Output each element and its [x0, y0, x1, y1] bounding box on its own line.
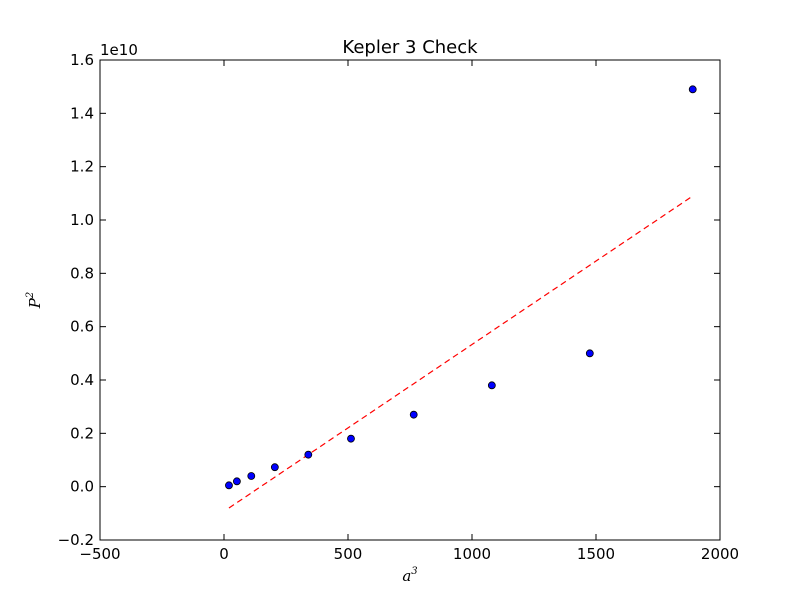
x-tick-label: 1500 — [577, 545, 615, 563]
y-axis-offset-label: 1e10 — [100, 41, 138, 59]
y-tick-label: 1.2 — [70, 158, 94, 176]
y-tick-label: 0.6 — [70, 318, 94, 336]
chart-title: Kepler 3 Check — [342, 37, 478, 58]
x-tick-label: 500 — [334, 545, 363, 563]
x-tick-label: 0 — [219, 545, 229, 563]
y-tick-label: 0.4 — [70, 371, 94, 389]
y-tick-label: −0.2 — [58, 531, 94, 549]
plot-frame — [99, 59, 721, 541]
x-tick-label: −500 — [79, 545, 120, 563]
x-tick-label: 1000 — [453, 545, 491, 563]
y-axis-label: P2 — [25, 292, 44, 309]
data-point — [347, 434, 355, 443]
data-point — [688, 85, 697, 94]
y-tick-label: 1.0 — [70, 211, 94, 229]
axes: −500 0 500 1000 1500 2000 −0.2 0.0 0.2 0.4 0.6 0.8 1… — [58, 51, 740, 563]
x-axis-label: a3 — [402, 566, 417, 585]
data-point — [247, 472, 256, 480]
data-point — [232, 477, 241, 486]
data-point — [270, 463, 279, 472]
plot-area — [225, 85, 697, 509]
data-point — [304, 450, 313, 459]
y-tick-label: 0.8 — [70, 264, 94, 282]
y-tick-label: 0.0 — [70, 478, 94, 496]
data-point — [487, 381, 496, 390]
data-point — [585, 349, 594, 358]
x-tick-label: 2000 — [701, 545, 739, 563]
x-axis-label-base: a — [402, 567, 411, 585]
y-tick-label: 1.4 — [70, 104, 94, 122]
data-point — [225, 481, 233, 490]
y-tick-label: 1.6 — [70, 51, 94, 69]
x-axis-label-exponent: 3 — [411, 566, 417, 577]
y-axis-label-base: P — [26, 297, 44, 309]
y-tick-label: 0.2 — [70, 424, 94, 442]
y-axis-label-exponent: 2 — [25, 292, 36, 299]
data-point — [409, 410, 418, 419]
